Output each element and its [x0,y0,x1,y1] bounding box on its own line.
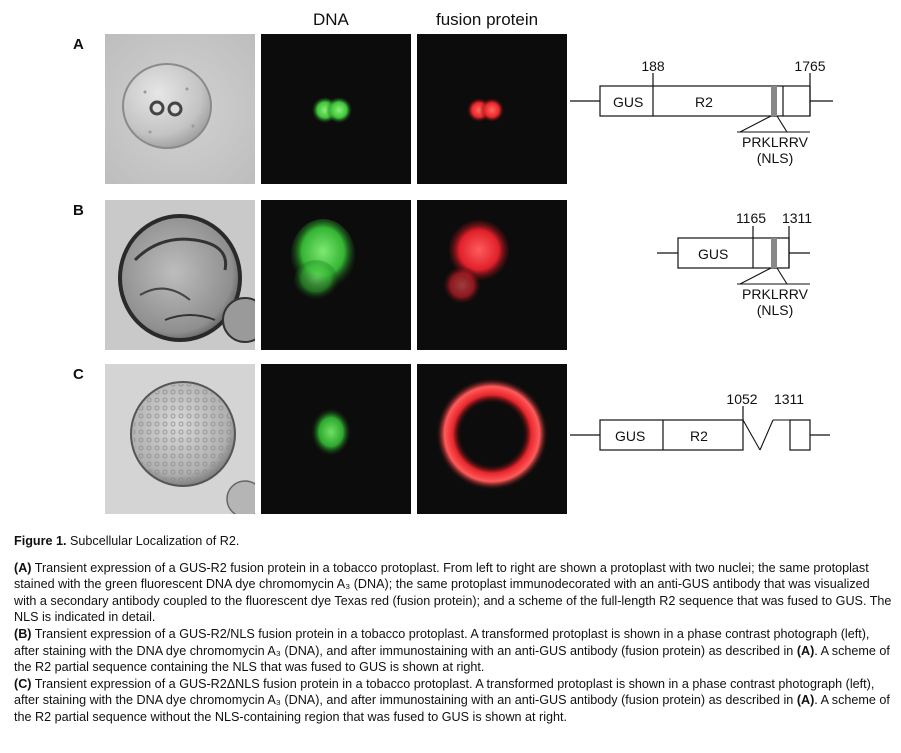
protoplast-a-image [105,34,255,184]
panel-c-fusion-protein [417,364,567,514]
scheme-a-gus-label: GUS [613,94,643,110]
panel-b-fusion-protein [417,200,567,350]
row-label-a: A [73,36,84,53]
scheme-a-nls-sequence: PRKLRRV [742,134,809,150]
fusion-stain-a-image [417,34,567,184]
caption-text-b: Transient expression of a GUS-R2/NLS fus… [14,626,870,658]
dna-stain-b-image [261,200,411,350]
panel-c-phase-contrast [105,364,255,514]
panel-b-dna [261,200,411,350]
dna-stain-a-image [261,34,411,184]
column-header-fusion-protein: fusion protein [436,10,539,29]
caption-paragraph-a: (A) Transient expression of a GUS-R2 fus… [14,560,892,626]
fusion-stain-b-image [417,200,567,350]
caption-paragraph-b: (B) Transient expression of a GUS-R2/NLS… [14,626,892,676]
panel-a-phase-contrast [105,34,255,184]
caption-label-c: (C) [14,676,32,691]
caption-tail-b: . A scheme of the R2 partial sequence co… [14,643,890,675]
scheme-c-start-number: 1052 [726,391,757,407]
caption-ref-c: (A) [796,693,815,708]
protoplast-c-image [105,364,255,514]
caption-label-a: (A) [14,560,32,575]
scheme-b: GUS 1165 1311 PRKLRRV (NLS) [565,206,845,356]
panel-a-dna [261,34,411,184]
scheme-b-gus-label: GUS [698,246,728,262]
scheme-c-diagram: GUS R2 1052 1311 [570,391,830,451]
scheme-c-end-number: 1311 [774,391,804,407]
scheme-a-r2-label: R2 [695,94,713,110]
caption-tail-c: . A scheme of the R2 partial sequence wi… [14,693,890,724]
scheme-a-nls-label: (NLS) [757,150,794,166]
caption-label-b: (B) [14,626,32,641]
scheme-b-nls-label: (NLS) [757,302,794,318]
figure-title-text: Subcellular Localization of R2. [66,534,240,548]
scheme-b-diagram: GUS 1165 1311 PRKLRRV (NLS) [657,210,812,318]
scheme-c-r2-label: R2 [690,428,708,444]
caption-text-c: Transient expression of a GUS-R2ΔNLS fus… [14,676,875,708]
protoplast-b-image [105,200,255,350]
scheme-b-end-number: 1311 [782,210,812,226]
caption-paragraph-c: (C) Transient expression of a GUS-R2ΔNLS… [14,676,892,726]
column-header-dna: DNA [313,10,349,29]
caption-ref-b: (A) [796,643,815,658]
scheme-a-diagram: GUS R2 188 1765 PRKLRRV (NLS) [570,58,833,166]
row-label-c: C [73,366,84,383]
figure-caption: Figure 1. Subcellular Localization of R2… [14,533,892,726]
dna-stain-c-image [261,364,411,514]
scheme-b-start-number: 1165 [736,210,766,226]
scheme-c-gus-label: GUS [615,428,645,444]
row-label-b: B [73,202,84,219]
scheme-c: GUS R2 1052 1311 [565,390,845,540]
scheme-a-start-number: 188 [641,58,665,74]
fusion-stain-c-image [417,364,567,514]
panel-c-dna [261,364,411,514]
caption-text-a: Transient expression of a GUS-R2 fusion … [14,560,892,625]
figure-number: Figure 1. [14,534,67,548]
panel-a-fusion-protein [417,34,567,184]
panel-b-phase-contrast [105,200,255,350]
scheme-b-nls-sequence: PRKLRRV [742,286,809,302]
figure-title: Figure 1. Subcellular Localization of R2… [14,533,892,550]
scheme-a: GUS R2 188 1765 PRKLRRV (NLS) [565,50,845,200]
scheme-a-end-number: 1765 [794,58,825,74]
